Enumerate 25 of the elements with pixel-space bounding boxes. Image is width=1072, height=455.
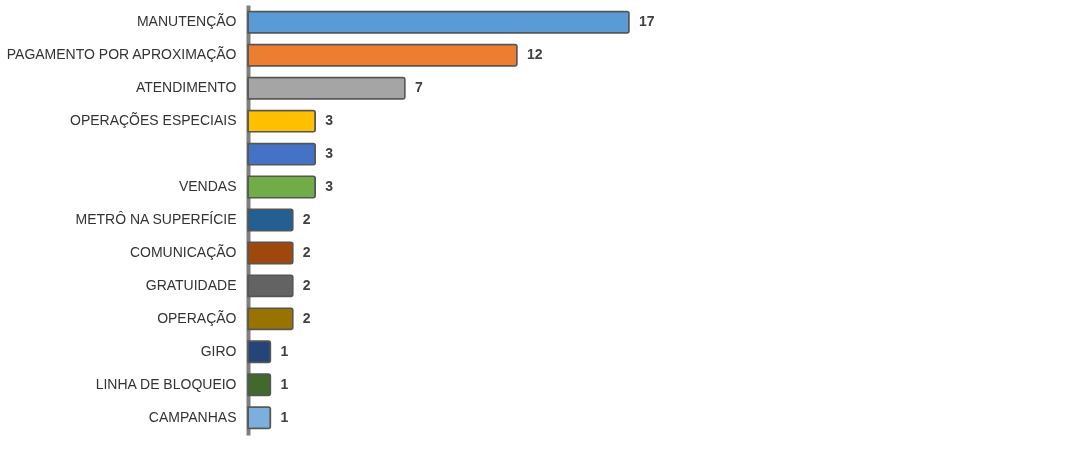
y-tick-label: METRÔ NA SUPERFÍCIE [75, 211, 237, 227]
y-tick-label: GIRO [200, 342, 237, 359]
y-tick-label: CAMPANHAS [148, 408, 237, 425]
data-label: 1 [280, 408, 289, 425]
y-tick-label: MANUTENÇÃO [136, 13, 237, 30]
y-tick-label: OPERAÇÃO [157, 309, 237, 326]
y-tick-label: OPERAÇÕES ESPECIAIS [70, 112, 237, 129]
y-tick-label: PAGAMENTO POR APROXIMAÇÃO [6, 46, 237, 63]
y-tick-label: GRATUIDADE [145, 276, 237, 293]
data-label: 1 [280, 375, 289, 392]
data-label: 2 [302, 276, 311, 293]
data-label: 2 [302, 243, 311, 260]
data-label: 12 [526, 46, 543, 63]
y-tick-label: COMUNICAÇÃO [129, 243, 237, 260]
data-label: 17 [639, 13, 655, 30]
data-label: 2 [302, 309, 311, 326]
data-label: 3 [325, 112, 334, 129]
y-tick-label: ATENDIMENTO [135, 79, 237, 96]
data-label: 7 [414, 79, 423, 96]
y-tick-label: LINHA DE BLOQUEIO [95, 375, 237, 392]
data-label: 3 [325, 145, 334, 162]
y-tick-label: VENDAS [178, 178, 237, 195]
data-label: 3 [325, 178, 334, 195]
data-label: 1 [280, 342, 289, 359]
data-label: 2 [302, 211, 311, 227]
